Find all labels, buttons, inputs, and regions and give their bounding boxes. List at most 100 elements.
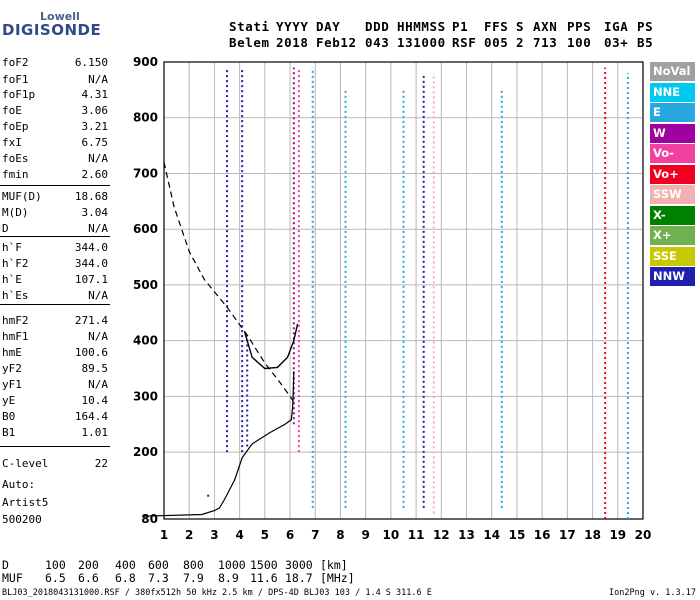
x-tick-label: 1 [160, 528, 168, 542]
param-row: B1 1.01 [2, 425, 108, 441]
header-value: 2018 [276, 35, 309, 50]
separator [0, 446, 110, 447]
param-value: N/A [88, 378, 108, 391]
param-value: 3.06 [81, 104, 109, 117]
legend-item: Vo+ [650, 164, 695, 184]
legend-item: X+ [650, 226, 695, 245]
param-label: D [2, 222, 9, 235]
param-label: h`F [2, 241, 22, 254]
param-label: B0 [2, 410, 16, 423]
header-value: 713 [533, 35, 558, 50]
param-label: foF2 [2, 56, 29, 69]
param-row: C-level 22 [2, 456, 108, 472]
distance-value: 800 [183, 558, 204, 572]
legend-item: E [650, 103, 695, 122]
param-label: h`E [2, 273, 22, 286]
footer-version: Ion2Png v. 1.3.17 [609, 588, 696, 598]
header-label: PPS [567, 19, 592, 34]
param-value: 344.0 [74, 241, 108, 254]
param-row: M(D) 3.04 [2, 205, 108, 221]
logo-line1: Lowell [40, 10, 80, 23]
param-value: 18.68 [74, 190, 108, 203]
distance-value: 100 [45, 558, 66, 572]
electron-density-profile [143, 371, 295, 517]
separator [0, 185, 110, 186]
param-value: 3.04 [81, 206, 109, 219]
param-value: N/A [88, 152, 108, 165]
muf-unit: [MHz] [320, 571, 355, 585]
param-value: 6.75 [81, 136, 109, 149]
param-label: foEp [2, 120, 29, 133]
x-tick-label: 17 [559, 528, 576, 542]
distance-value: 600 [148, 558, 169, 572]
y-tick-label: 800 [133, 111, 158, 125]
x-tick-label: 8 [336, 528, 344, 542]
param-label: foEs [2, 152, 29, 165]
x-tick-label: 6 [286, 528, 294, 542]
x-tick-label: 19 [609, 528, 626, 542]
header-label: AXN [533, 19, 558, 34]
muf-label: MUF [2, 571, 23, 585]
y-tick-label: 600 [133, 222, 158, 236]
legend-item: SSE [650, 246, 695, 266]
param-value: N/A [88, 330, 108, 343]
header-value: 2 [516, 35, 525, 50]
param-label: hmF2 [2, 314, 29, 327]
muf-value: 11.6 [250, 571, 278, 585]
param-row: hmF1 N/A [2, 329, 108, 345]
distance-label: D [2, 558, 9, 572]
param-value: 22 [94, 457, 108, 470]
legend-item: NNE [650, 82, 695, 102]
param-value: 4.31 [81, 88, 109, 101]
x-tick-label: 2 [185, 528, 193, 542]
distance-value: 200 [78, 558, 99, 572]
header-label: IGA [604, 19, 629, 34]
param-row: h`F 344.0 [2, 240, 108, 256]
x-tick-label: 10 [383, 528, 400, 542]
param-label: h`F2 [2, 257, 29, 270]
param-row: h`Es N/A [2, 288, 108, 304]
x-tick-label: 11 [408, 528, 425, 542]
muf-value: 18.7 [285, 571, 313, 585]
muf-value: 6.5 [45, 571, 66, 585]
x-tick-label: 16 [534, 528, 551, 542]
param-value: N/A [88, 73, 108, 86]
param-value: 107.1 [74, 273, 108, 286]
param-label: yF2 [2, 362, 22, 375]
x-tick-label: 5 [261, 528, 269, 542]
x-tick-label: 9 [362, 528, 370, 542]
param-row: foEp 3.21 [2, 119, 108, 135]
param-label: foE [2, 104, 22, 117]
x-tick-label: 13 [458, 528, 475, 542]
y-tick-label: 500 [133, 278, 158, 292]
param-value: 1.01 [81, 426, 109, 439]
param-label: B1 [2, 426, 16, 439]
param-row: hmF2 271.4 [2, 313, 108, 329]
header-value: 005 [484, 35, 509, 50]
param-value: 271.4 [74, 314, 108, 327]
auto-label: Auto: [2, 478, 36, 491]
param-label: fxI [2, 136, 22, 149]
x-tick-label: 15 [509, 528, 526, 542]
legend-item: X- [650, 205, 695, 225]
param-value: 10.4 [81, 394, 109, 407]
param-row: yF1 N/A [2, 377, 108, 393]
param-label: M(D) [2, 206, 29, 219]
param-row: fxI 6.75 [2, 135, 108, 151]
header-label: FFS [484, 19, 509, 34]
x-tick-label: 18 [584, 528, 601, 542]
param-row: MUF(D) 18.68 [2, 189, 108, 205]
x-tick-label: 20 [635, 528, 652, 542]
header-label: Stati [229, 19, 270, 34]
y-tick-label: 400 [133, 334, 158, 348]
separator [0, 304, 110, 305]
header-label: YYYY [276, 19, 309, 34]
auto-artist: Artist5 [2, 496, 49, 509]
param-label: C-level [2, 457, 49, 470]
header-label: S [516, 19, 525, 34]
param-label: yE [2, 394, 16, 407]
legend-item: SSW [650, 185, 695, 204]
param-value: 2.60 [81, 168, 109, 181]
plot-frame [163, 61, 644, 520]
x-tick-label: 4 [235, 528, 243, 542]
